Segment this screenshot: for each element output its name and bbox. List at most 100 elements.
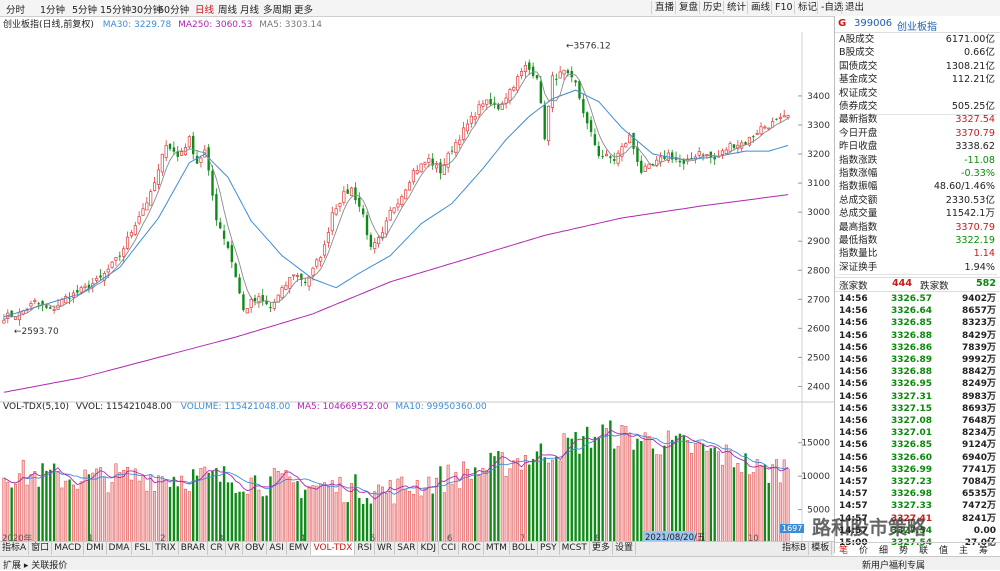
indicator-tab[interactable]: BOLL <box>510 542 539 555</box>
indicator-tab[interactable]: 更多 <box>590 542 613 555</box>
volume-bar <box>500 452 504 544</box>
volume-bar <box>728 450 732 544</box>
toolbar-button[interactable]: 复盘 <box>675 1 701 14</box>
indicator-tab[interactable]: SAR <box>395 542 419 555</box>
timeframe-tab[interactable]: 周线 <box>218 5 238 16</box>
indicator-tab[interactable]: DMA <box>107 542 133 555</box>
panel-tab[interactable]: 联 <box>919 546 929 556</box>
toolbar-button[interactable]: 标记 <box>794 1 820 14</box>
candle-body <box>755 133 759 135</box>
stat-label: 总成交额 <box>839 194 878 206</box>
volume-bar <box>253 475 257 543</box>
indicator-tab[interactable]: 设置 <box>613 542 636 555</box>
timeframe-tab[interactable]: 分时 <box>6 5 26 16</box>
toolbar-button[interactable]: 画线 <box>747 1 773 14</box>
indicator-b-tab[interactable]: 模板 <box>809 542 833 555</box>
promo-link[interactable]: 新用户福利专属 <box>862 561 926 571</box>
indicator-b-tab[interactable]: 指标B <box>780 542 810 555</box>
toolbar-button[interactable]: 统计 <box>723 1 749 14</box>
toolbar-button[interactable]: 历史 <box>699 1 725 14</box>
volume-bar <box>21 459 25 544</box>
indicator-tab[interactable]: DMI <box>84 542 107 555</box>
panel-tab[interactable]: 主 <box>959 546 969 556</box>
indicator-tab[interactable]: WR <box>375 542 396 555</box>
candle-body <box>137 216 141 224</box>
timeframe-tab[interactable]: 月线 <box>240 5 260 16</box>
indicator-tab[interactable]: KDJ <box>418 542 439 555</box>
vvol-label: VVOL: 115421048.00 <box>75 402 172 412</box>
indicator-tab[interactable]: 窗口 <box>29 542 53 555</box>
volume-tick-label: 10000 <box>801 472 830 482</box>
candle-body <box>535 75 539 79</box>
panel-tab[interactable]: 细 <box>879 546 889 556</box>
timeframe-tab[interactable]: 5分钟 <box>72 5 98 16</box>
tick-row: 14:56 3326.99 7741万 <box>839 463 999 478</box>
volume-bar <box>690 452 693 544</box>
volume-bar <box>226 482 230 543</box>
indicator-tab[interactable]: CCI <box>439 542 460 555</box>
indicator-tab[interactable]: ASI <box>267 542 287 555</box>
volume-bar <box>597 438 600 543</box>
panel-tab[interactable]: 势 <box>899 546 909 556</box>
timeframe-tab[interactable]: 更多 <box>294 5 314 16</box>
volume-bar <box>485 470 489 544</box>
indicator-tab[interactable]: BRAR <box>179 542 209 555</box>
candle-body <box>226 241 230 248</box>
volume-bar <box>192 469 195 543</box>
indicator-tab[interactable]: ROC <box>459 542 484 555</box>
date-cursor-box <box>643 531 695 542</box>
volume-bar <box>99 467 102 544</box>
candle-body <box>465 123 470 132</box>
candle-body <box>64 296 68 304</box>
tick-row: 14:56 3326.64 8657万 <box>839 304 999 319</box>
candle-body <box>450 150 454 152</box>
indicator-tab[interactable]: MTM <box>484 542 510 555</box>
candle-body <box>358 197 361 207</box>
volume-bar <box>404 488 408 544</box>
indicator-tab[interactable]: VOL-TDX <box>311 542 356 555</box>
candle-body <box>164 145 168 158</box>
timeframe-tab[interactable]: 多周期 <box>263 5 292 16</box>
timeframe-tab[interactable]: 日线 <box>195 5 215 16</box>
timeframe-tab[interactable]: 15分钟 <box>100 5 132 16</box>
timeframe-tab[interactable]: 60分钟 <box>158 5 190 16</box>
candle-body <box>129 232 133 237</box>
panel-tab[interactable]: 笔 <box>839 546 849 556</box>
volume-bar <box>91 472 95 544</box>
volume-bar <box>523 455 527 544</box>
volume-bar <box>663 445 666 543</box>
indicator-tab[interactable]: VR <box>226 542 244 555</box>
indicator-tab[interactable]: MCST <box>560 542 590 555</box>
chart-area[interactable]: 创业板指(日线,前复权) MA30: 3229.78 MA250: 3060.5… <box>0 16 835 553</box>
tick-volume: 27.0亿 <box>964 538 996 548</box>
stat-label: 总成交量 <box>839 208 878 220</box>
panel-tab[interactable]: 值 <box>939 546 949 556</box>
indicator-tab[interactable]: 指标A <box>0 542 30 555</box>
stat-row: B股成交 0.66亿 <box>839 47 997 60</box>
timeframe-tab[interactable]: 30分钟 <box>131 5 163 16</box>
stat-label: 昨日收盘 <box>839 141 878 153</box>
indicator-tab[interactable]: EMV <box>287 542 312 555</box>
volume-bar <box>207 472 210 543</box>
tick-time: 14:56 <box>839 367 868 378</box>
volume-bar <box>643 432 647 544</box>
status-left[interactable]: 扩展 ▸ 关联报价 <box>3 561 68 571</box>
indicator-tab[interactable]: MACD <box>52 542 85 555</box>
indicator-tab[interactable]: RSI <box>355 542 376 555</box>
toolbar-button[interactable]: -自选 <box>817 1 846 14</box>
toolbar-button[interactable]: F10 <box>771 1 796 14</box>
tick-time: 14:56 <box>839 440 868 451</box>
indicator-tab[interactable]: FSL <box>132 542 154 555</box>
toolbar-button[interactable]: 退出 <box>841 1 867 14</box>
indicator-tab[interactable]: OBV <box>243 542 268 555</box>
volume-bar <box>751 472 755 544</box>
timeframe-tab[interactable]: 1分钟 <box>40 5 66 16</box>
toolbar-button[interactable]: 直播 <box>651 1 677 14</box>
indicator-tab[interactable]: PSY <box>538 542 560 555</box>
candlestick-chart[interactable]: 3400330032003100300029002800270026002500… <box>0 16 834 553</box>
panel-tab[interactable]: 筹 <box>979 546 989 556</box>
volume-bar <box>620 424 624 544</box>
panel-tab[interactable]: 价 <box>859 546 869 556</box>
indicator-tab[interactable]: TRIX <box>153 542 179 555</box>
indicator-tab[interactable]: CR <box>208 542 226 555</box>
